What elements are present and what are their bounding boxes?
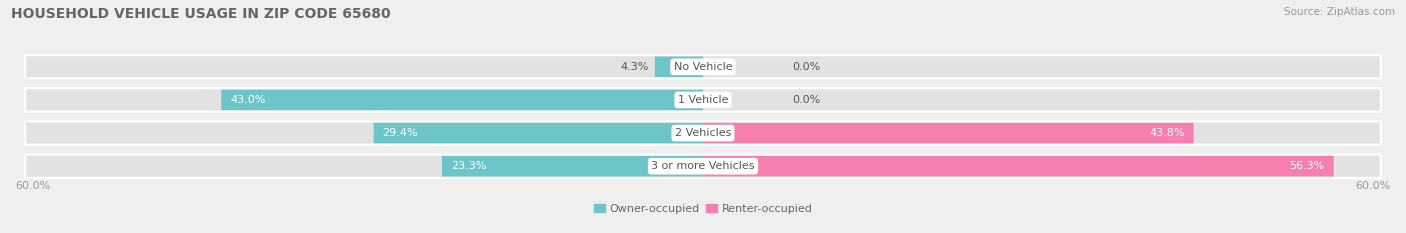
Text: HOUSEHOLD VEHICLE USAGE IN ZIP CODE 65680: HOUSEHOLD VEHICLE USAGE IN ZIP CODE 6568… <box>11 7 391 21</box>
Text: 29.4%: 29.4% <box>382 128 418 138</box>
FancyBboxPatch shape <box>374 123 703 143</box>
FancyBboxPatch shape <box>25 88 1381 112</box>
Text: 0.0%: 0.0% <box>793 62 821 72</box>
Text: 2 Vehicles: 2 Vehicles <box>675 128 731 138</box>
Text: 23.3%: 23.3% <box>451 161 486 171</box>
FancyBboxPatch shape <box>25 121 1381 145</box>
Text: Source: ZipAtlas.com: Source: ZipAtlas.com <box>1284 7 1395 17</box>
FancyBboxPatch shape <box>25 55 1381 78</box>
Text: No Vehicle: No Vehicle <box>673 62 733 72</box>
Text: 60.0%: 60.0% <box>1355 181 1391 191</box>
Text: 1 Vehicle: 1 Vehicle <box>678 95 728 105</box>
Text: 4.3%: 4.3% <box>621 62 650 72</box>
Text: 60.0%: 60.0% <box>15 181 51 191</box>
FancyBboxPatch shape <box>221 90 703 110</box>
Text: 43.0%: 43.0% <box>231 95 266 105</box>
Text: 3 or more Vehicles: 3 or more Vehicles <box>651 161 755 171</box>
Text: 0.0%: 0.0% <box>793 95 821 105</box>
FancyBboxPatch shape <box>703 156 1334 176</box>
Legend: Owner-occupied, Renter-occupied: Owner-occupied, Renter-occupied <box>589 199 817 218</box>
FancyBboxPatch shape <box>655 57 703 77</box>
FancyBboxPatch shape <box>25 155 1381 178</box>
FancyBboxPatch shape <box>703 123 1194 143</box>
FancyBboxPatch shape <box>441 156 703 176</box>
Text: 56.3%: 56.3% <box>1289 161 1324 171</box>
Text: 43.8%: 43.8% <box>1149 128 1185 138</box>
